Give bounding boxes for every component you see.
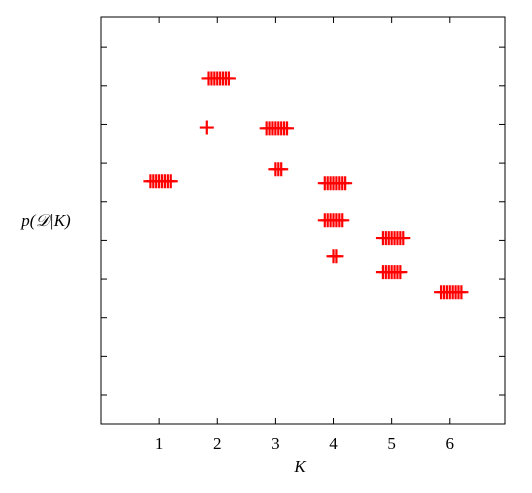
point bbox=[396, 231, 411, 246]
point bbox=[454, 285, 469, 300]
x-tick-label: 2 bbox=[213, 434, 222, 453]
point bbox=[280, 121, 295, 136]
point bbox=[329, 249, 344, 264]
point bbox=[199, 120, 214, 135]
x-tick-label: 3 bbox=[271, 434, 280, 453]
x-tick-label: 6 bbox=[446, 434, 455, 453]
point bbox=[163, 174, 178, 189]
point bbox=[338, 176, 353, 191]
point bbox=[274, 162, 289, 177]
point bbox=[335, 213, 350, 228]
plot-frame bbox=[100, 16, 506, 425]
y-axis-label: p(𝒟|K) bbox=[20, 211, 71, 230]
x-axis-label: K bbox=[293, 457, 307, 476]
point bbox=[393, 265, 408, 280]
x-tick-label: 5 bbox=[387, 434, 396, 453]
x-tick-label: 4 bbox=[329, 434, 338, 453]
point bbox=[221, 71, 236, 86]
x-tick-label: 1 bbox=[155, 434, 164, 453]
